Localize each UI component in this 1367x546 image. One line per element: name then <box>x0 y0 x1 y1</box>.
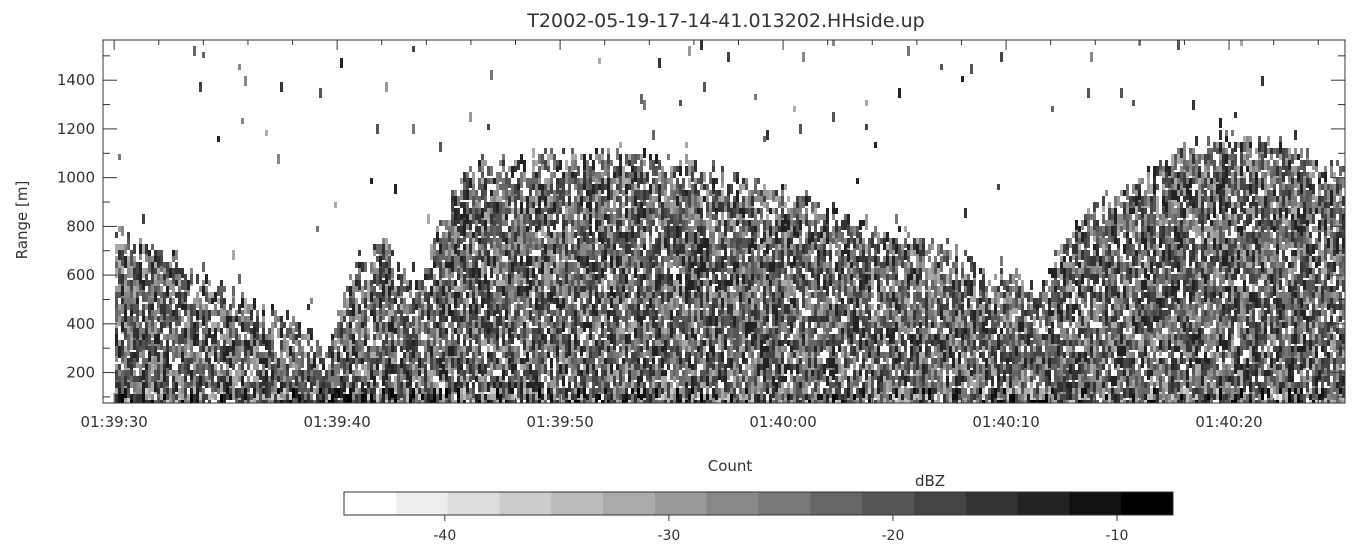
x-tick-label: 01:40:20 <box>1195 413 1262 431</box>
colorbar-swatch <box>1121 492 1174 515</box>
y-axis-label: Range [m] <box>13 181 31 260</box>
y-tick-label: 1200 <box>57 120 95 138</box>
chart-title: T2002-05-19-17-14-41.013202.HHside.up <box>526 10 924 32</box>
colorbar-tick-label: -10 <box>1106 528 1129 544</box>
reflectivity-cells <box>115 46 1345 403</box>
reflectivity-cells <box>115 40 1345 403</box>
reflectivity-field <box>115 40 1345 403</box>
colorbar-swatch <box>758 492 811 515</box>
y-tick-label: 1000 <box>57 169 95 187</box>
colorbar-label: dBZ <box>915 472 945 490</box>
colorbar-swatch <box>1017 492 1070 515</box>
colorbar-swatch <box>965 492 1019 515</box>
y-tick-label: 1400 <box>57 71 95 89</box>
x-tick-label: 01:39:40 <box>303 413 370 431</box>
colorbar-swatch <box>499 492 552 515</box>
plot-frame <box>102 39 1346 404</box>
reflectivity-cells <box>115 46 1345 403</box>
x-tick-label: 01:39:50 <box>526 413 593 431</box>
colorbar-frame <box>343 491 1174 516</box>
colorbar-tick-label: -20 <box>881 528 904 544</box>
colorbar-swatch <box>447 492 500 515</box>
colorbar-swatch <box>913 492 967 515</box>
colorbar-tick-label: -40 <box>433 528 456 544</box>
y-tick-label: 400 <box>66 315 95 333</box>
colorbar-swatch <box>1069 492 1122 515</box>
colorbar-swatch <box>706 492 759 515</box>
x-axis: 01:39:30 01:39:40 01:39:50 01:40:00 01:40:10… <box>80 40 1319 431</box>
x-axis-label: Count <box>708 457 753 475</box>
colorbar-swatch <box>603 492 656 515</box>
colorbar: -40 -30 -20 -10 <box>343 491 1174 544</box>
colorbar-swatch <box>395 492 449 515</box>
x-tick-label: 01:39:30 <box>80 413 147 431</box>
y-tick-label: 800 <box>66 217 95 235</box>
colorbar-tick-label: -30 <box>657 528 680 544</box>
y-tick-label: 200 <box>66 364 95 382</box>
colorbar-swatch <box>344 492 397 515</box>
y-axis: 200 400 600 800 1000 1200 1400 <box>57 55 1345 398</box>
reflectivity-cells <box>115 40 1345 403</box>
x-tick-label: 01:40:00 <box>749 413 816 431</box>
colorbar-swatch <box>654 492 708 515</box>
colorbar-swatch <box>862 492 915 515</box>
x-tick-label: 01:40:10 <box>972 413 1039 431</box>
reflectivity-cells <box>121 388 1345 403</box>
y-tick-label: 600 <box>66 266 95 284</box>
reflectivity-cells <box>118 46 1345 403</box>
colorbar-swatch <box>551 492 604 515</box>
reflectivity-cells <box>115 40 1345 403</box>
colorbar-swatch <box>810 492 863 515</box>
